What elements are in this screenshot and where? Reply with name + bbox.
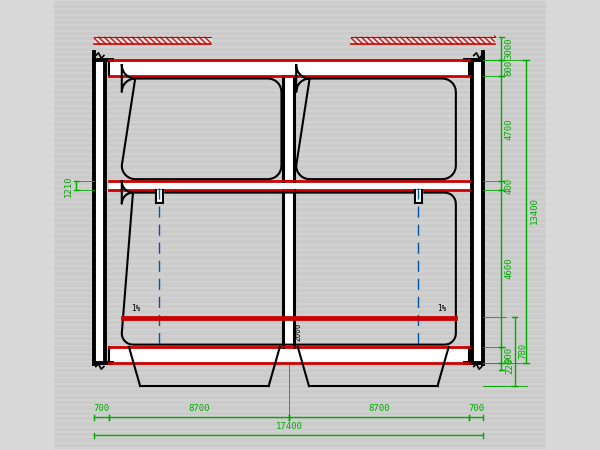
- Text: 1210: 1210: [64, 175, 73, 197]
- Text: 8700: 8700: [368, 404, 389, 413]
- Text: 900: 900: [505, 346, 514, 363]
- Text: 700: 700: [94, 404, 110, 413]
- Text: 780: 780: [518, 343, 527, 360]
- Text: 4700: 4700: [505, 118, 514, 140]
- Text: 1%: 1%: [131, 304, 140, 313]
- Text: 4600: 4600: [505, 258, 514, 279]
- Text: 3000: 3000: [505, 38, 514, 59]
- Text: 1%: 1%: [437, 304, 446, 313]
- Text: 700: 700: [468, 404, 484, 413]
- Text: 400: 400: [505, 178, 514, 194]
- Text: 8700: 8700: [188, 404, 209, 413]
- Text: 220: 220: [505, 358, 514, 374]
- Text: 2000: 2000: [293, 323, 302, 341]
- Text: 17400: 17400: [275, 422, 302, 431]
- Text: 13400: 13400: [529, 198, 538, 225]
- Text: 800: 800: [505, 60, 514, 76]
